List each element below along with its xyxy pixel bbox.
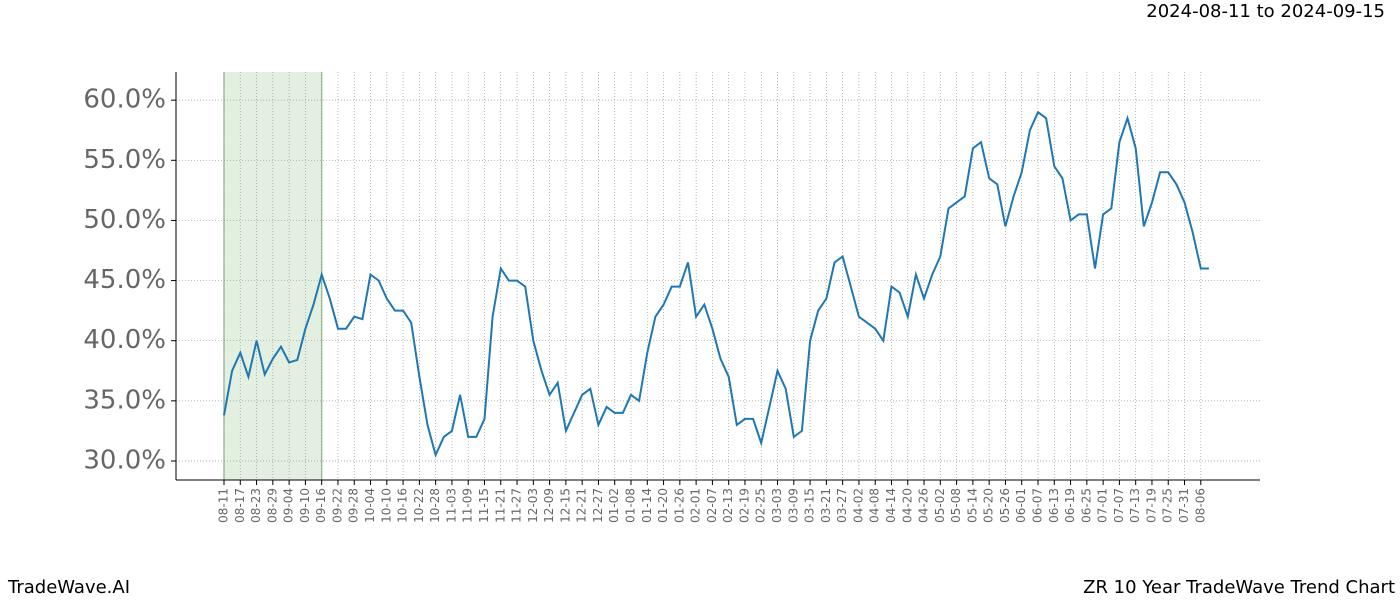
x-tick-label: 10-10 — [379, 488, 393, 523]
x-tick-label: 09-10 — [298, 488, 312, 523]
x-tick-label: 01-26 — [672, 488, 686, 523]
x-tick-label: 06-07 — [1031, 488, 1045, 523]
x-tick-label: 05-26 — [998, 488, 1012, 523]
x-tick-label: 10-22 — [412, 488, 426, 523]
x-tick-label: 02-13 — [721, 488, 735, 523]
x-tick-label: 07-13 — [1128, 488, 1142, 523]
x-tick-label: 03-03 — [770, 488, 784, 523]
x-tick-label: 04-08 — [868, 488, 882, 523]
x-tick-label: 06-25 — [1079, 488, 1093, 523]
x-tick-label: 03-15 — [803, 488, 817, 523]
x-tick-label: 11-27 — [510, 488, 524, 523]
x-tick-label: 08-06 — [1193, 488, 1207, 523]
x-tick-label: 01-08 — [624, 488, 638, 523]
x-tick-label: 11-15 — [477, 488, 491, 523]
x-tick-label: 02-01 — [689, 488, 703, 523]
x-tick-label: 07-07 — [1112, 488, 1126, 523]
data-line — [223, 110, 1209, 458]
x-tick-label: 06-13 — [1047, 488, 1061, 523]
x-tick-label: 08-23 — [249, 488, 263, 523]
x-tick-label: 01-14 — [640, 488, 654, 523]
y-tick-label: 35.0% — [83, 385, 166, 415]
x-tick-label: 11-21 — [493, 488, 507, 523]
x-tick-label: 07-25 — [1161, 488, 1175, 523]
x-tick-label: 06-01 — [1014, 488, 1028, 523]
x-tick-label: 02-19 — [737, 488, 751, 523]
x-tick-label: 08-17 — [233, 488, 247, 523]
y-tick-label: 30.0% — [83, 445, 166, 475]
x-tick-label: 07-01 — [1096, 488, 1110, 523]
x-tick-label: 04-26 — [917, 488, 931, 523]
chart-subtitle: 2024-08-11 to 2024-09-15 — [1146, 1, 1385, 22]
x-tick-label: 12-03 — [526, 488, 540, 523]
x-tick-label: 03-21 — [819, 488, 833, 523]
y-tick-label: 50.0% — [83, 205, 166, 235]
x-tick-label: 12-21 — [575, 488, 589, 523]
y-tick-label: 45.0% — [83, 265, 166, 295]
y-tick-label: 55.0% — [83, 145, 166, 175]
x-tick-label: 12-15 — [558, 488, 572, 523]
x-tick-label: 08-29 — [265, 488, 279, 523]
x-tick-label: 12-09 — [542, 488, 556, 523]
x-tick-label: 05-14 — [965, 488, 979, 523]
x-tick-label: 09-04 — [282, 488, 296, 523]
x-tick-label: 09-16 — [314, 488, 328, 523]
x-tick-label: 04-20 — [900, 488, 914, 523]
x-tick-label: 05-08 — [949, 488, 963, 523]
x-tick-label: 05-02 — [933, 488, 947, 523]
y-tick-label: 40.0% — [83, 325, 166, 355]
x-tick-label: 02-07 — [705, 488, 719, 523]
x-tick-label: 03-09 — [786, 488, 800, 523]
x-tick-label: 01-20 — [656, 488, 670, 523]
x-tick-label: 11-03 — [444, 488, 458, 523]
x-tick-label: 04-02 — [851, 488, 865, 523]
x-tick-label: 11-09 — [461, 488, 475, 523]
x-tick-label: 09-22 — [330, 488, 344, 523]
chart-title: ZR 10 Year TradeWave Trend Chart — [1083, 577, 1395, 598]
x-tick-label: 07-19 — [1144, 488, 1158, 523]
y-tick-label: 60.0% — [83, 85, 166, 115]
x-tick-label: 05-20 — [982, 488, 996, 523]
x-tick-label: 10-28 — [428, 488, 442, 523]
x-tick-label: 01-02 — [607, 488, 621, 523]
source-label: TradeWave.AI — [7, 577, 130, 598]
x-tick-label: 03-27 — [835, 488, 849, 523]
x-tick-label: 06-19 — [1063, 488, 1077, 523]
x-tick-label: 04-14 — [884, 488, 898, 523]
x-tick-label: 10-04 — [363, 488, 377, 523]
x-tick-label: 09-28 — [347, 488, 361, 523]
x-tick-label: 02-25 — [754, 488, 768, 523]
x-tick-label: 10-16 — [396, 488, 410, 523]
x-tick-label: 08-11 — [217, 488, 231, 523]
x-tick-label: 07-31 — [1177, 488, 1191, 523]
x-tick-label: 12-27 — [591, 488, 605, 523]
